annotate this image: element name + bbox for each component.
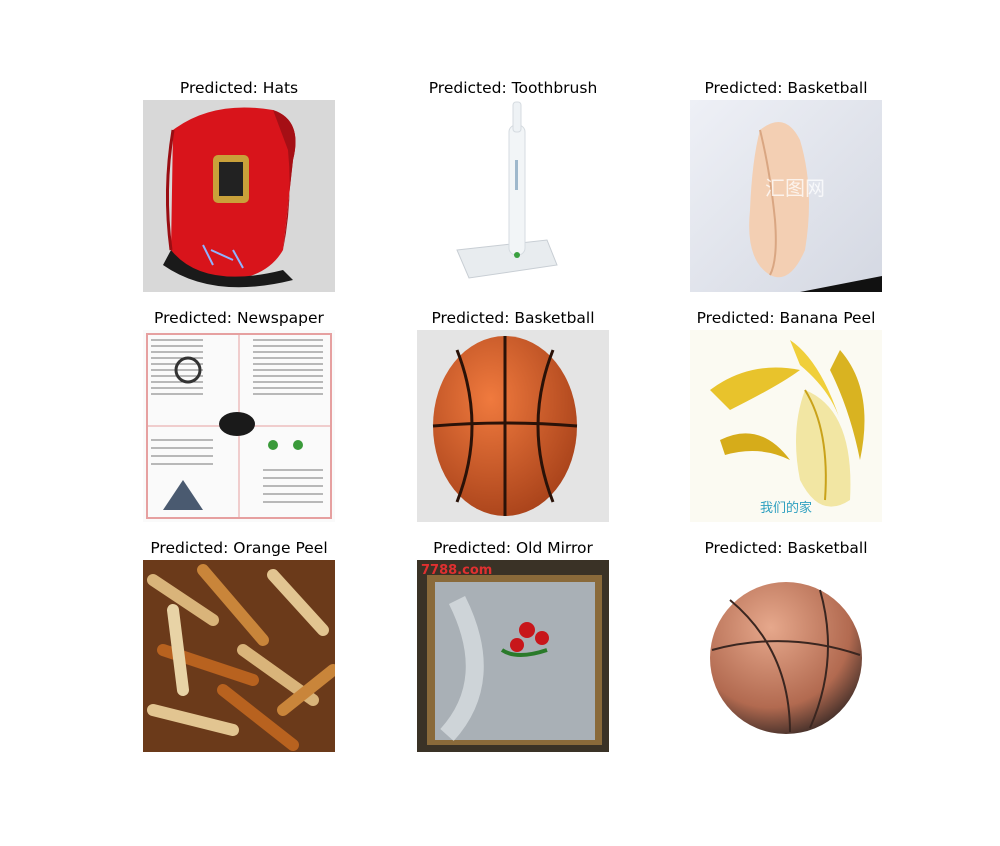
cell-caption: Predicted: Basketball [431,309,595,327]
cell-caption: Predicted: Hats [179,79,299,97]
banana-peel-photo: 我们的家 [690,330,882,522]
red-cap-photo [143,100,335,292]
cell-caption: Predicted: Orange Peel [150,539,328,557]
cell-caption: Predicted: Basketball [704,539,868,557]
cell-caption: Predicted: Toothbrush [428,79,598,97]
orange-peel-photo [143,560,335,752]
watermark-text: 7788.com [421,563,492,578]
basketball-photo [417,330,609,522]
basketball-sphere-photo [690,560,882,752]
cell-caption: Predicted: Banana Peel [696,309,876,327]
cell-caption: Predicted: Newspaper [154,309,324,327]
watermark-text: 我们的家 [760,500,812,516]
electric-toothbrush-photo [417,100,609,292]
cell-caption: Predicted: Basketball [704,79,868,97]
old-mirror-photo: 7788.com [417,560,609,752]
watermark-text: 汇图网 [765,176,825,200]
cell-caption: Predicted: Old Mirror [433,539,593,557]
eggshell-photo: 汇图网 [690,100,882,292]
newspaper-photo [143,330,335,522]
